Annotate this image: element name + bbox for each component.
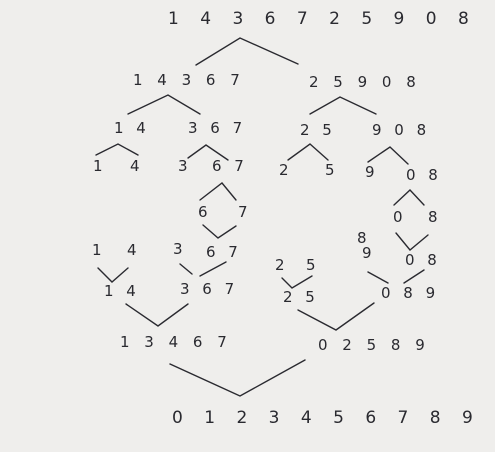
merge-02589	[297, 302, 375, 331]
root-array: 1 4 3 6 7 2 5 9 0 8	[168, 9, 477, 29]
pair-08: 0 8	[406, 166, 442, 184]
merge-67	[202, 224, 237, 239]
merged-089: 0 8 9	[381, 284, 439, 302]
merge-089	[367, 269, 425, 284]
single-1: 1	[92, 241, 106, 259]
leaf-0: 0	[393, 208, 407, 226]
merged-08: 0 8	[405, 251, 441, 269]
merged-367: 3 6 7	[180, 280, 238, 298]
merged-67: 6 7	[206, 243, 242, 261]
single-9: 9	[362, 244, 376, 262]
leaf-9: 9	[365, 163, 379, 181]
branch-367	[187, 144, 229, 161]
single-2: 2	[275, 256, 289, 274]
root-branch	[195, 37, 299, 66]
left-quarter-a: 1 4	[114, 119, 150, 137]
single-4: 4	[127, 241, 141, 259]
merged-13467: 1 3 4 6 7	[120, 333, 232, 351]
single-8: 8	[357, 229, 371, 247]
right-quarter-b: 9 0 8	[372, 121, 430, 139]
final-merge	[169, 359, 306, 397]
merged-25: 2 5	[283, 288, 319, 306]
pair-67: 6 7	[212, 157, 248, 175]
leaf-1: 1	[93, 157, 107, 175]
single-5: 5	[306, 256, 320, 274]
left-half: 1 4 3 6 7	[133, 71, 245, 89]
sorted-result: 0 1 2 3 4 5 6 7 8 9	[172, 408, 481, 428]
merge-14	[97, 267, 129, 283]
leaf-3: 3	[178, 157, 192, 175]
right-half: 2 5 9 0 8	[309, 73, 421, 91]
single-3: 3	[173, 240, 187, 258]
branch-908	[367, 146, 409, 165]
merge-08	[395, 232, 429, 251]
merge-13467	[125, 303, 189, 327]
leaf-6: 6	[198, 203, 212, 221]
merged-02589: 0 2 5 8 9	[318, 336, 430, 354]
merged-14: 1 4	[104, 282, 140, 300]
merge-367	[179, 261, 227, 277]
branch-67	[199, 182, 237, 201]
right-half-branch	[309, 96, 377, 115]
left-half-branch	[127, 94, 201, 115]
merge-25	[281, 275, 313, 289]
leaf-8: 8	[428, 208, 442, 226]
leaf-7: 7	[238, 203, 252, 221]
leaf-2: 2	[279, 161, 293, 179]
leaf-5: 5	[325, 161, 339, 179]
branch-25	[287, 143, 329, 161]
branch-08	[393, 189, 425, 206]
branch-14	[95, 143, 139, 156]
leaf-4: 4	[130, 157, 144, 175]
left-quarter-b: 3 6 7	[188, 119, 246, 137]
right-quarter-a: 2 5	[300, 121, 336, 139]
